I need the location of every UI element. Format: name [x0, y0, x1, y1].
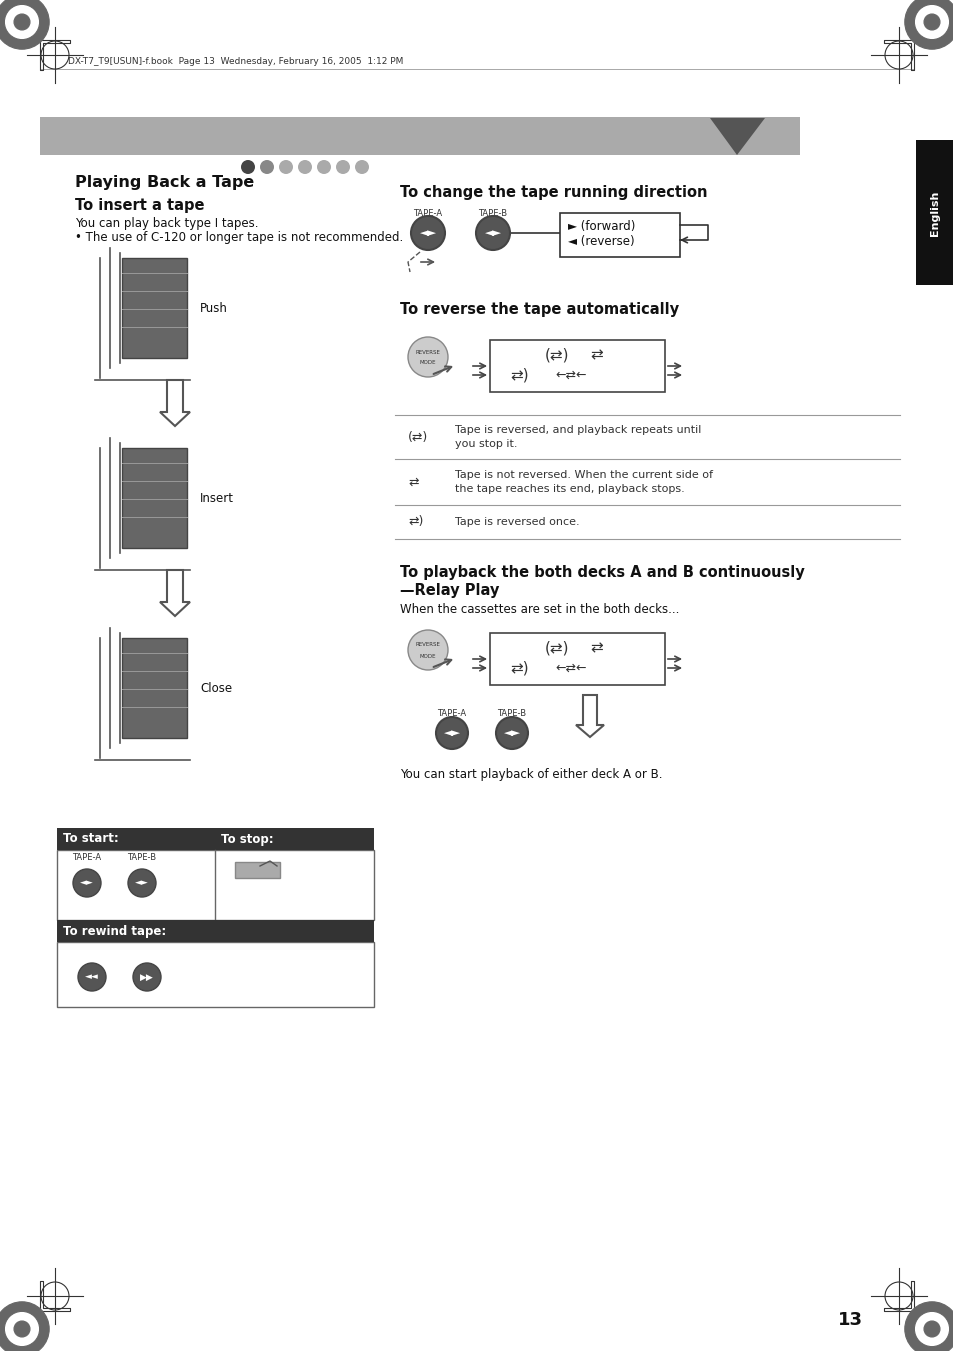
Text: ⇄): ⇄): [510, 367, 528, 382]
FancyArrow shape: [576, 694, 603, 738]
Text: REVERSE: REVERSE: [416, 643, 440, 647]
Text: (⇄): (⇄): [408, 431, 428, 443]
Text: Tape is reversed once.: Tape is reversed once.: [455, 517, 579, 527]
Circle shape: [5, 1312, 40, 1347]
Circle shape: [408, 630, 448, 670]
Text: Push: Push: [200, 301, 228, 315]
Text: (⇄): (⇄): [544, 347, 569, 362]
Bar: [234, 862, 280, 878]
Text: To start:: To start:: [63, 832, 118, 846]
Text: TAPE-A: TAPE-A: [413, 208, 442, 218]
Text: To change the tape running direction: To change the tape running direction: [399, 185, 707, 200]
Text: ◄◄: ◄◄: [85, 973, 99, 981]
Circle shape: [278, 159, 293, 174]
Bar: [57, 828, 374, 850]
Text: ◄►: ◄►: [503, 728, 520, 738]
Bar: [490, 340, 664, 392]
Text: To insert a tape: To insert a tape: [75, 199, 204, 213]
Text: 13: 13: [837, 1310, 862, 1329]
Circle shape: [5, 4, 40, 39]
FancyArrow shape: [160, 570, 190, 616]
Circle shape: [408, 336, 448, 377]
Polygon shape: [709, 118, 764, 155]
Text: ◄►: ◄►: [443, 728, 460, 738]
Text: To stop:: To stop:: [221, 832, 274, 846]
Circle shape: [132, 963, 161, 992]
Circle shape: [476, 216, 510, 250]
Text: ► (forward): ► (forward): [567, 220, 635, 232]
Circle shape: [913, 1312, 948, 1347]
Bar: [57, 942, 374, 1006]
Bar: [122, 449, 187, 549]
Text: TAPE-B: TAPE-B: [128, 854, 156, 862]
Circle shape: [316, 159, 331, 174]
Text: When the cassettes are set in the both decks...: When the cassettes are set in the both d…: [399, 603, 679, 616]
Circle shape: [0, 1302, 50, 1351]
Text: ◄►: ◄►: [135, 878, 149, 888]
Text: You can play back type I tapes.: You can play back type I tapes.: [75, 218, 258, 230]
Text: • The use of C-120 or longer tape is not recommended.: • The use of C-120 or longer tape is not…: [75, 231, 403, 245]
Bar: [122, 638, 187, 738]
Text: ⇄: ⇄: [590, 347, 602, 362]
Circle shape: [355, 159, 369, 174]
Text: TAPE-B: TAPE-B: [497, 708, 526, 717]
Circle shape: [78, 963, 106, 992]
Bar: [490, 634, 664, 685]
Circle shape: [923, 1321, 939, 1337]
Text: ◄►: ◄►: [80, 878, 93, 888]
Text: —Relay Play: —Relay Play: [399, 584, 498, 598]
Circle shape: [128, 869, 156, 897]
Text: TAPE-B: TAPE-B: [478, 208, 507, 218]
Circle shape: [411, 216, 444, 250]
Circle shape: [297, 159, 312, 174]
Text: English: English: [929, 190, 939, 235]
Text: ⇄): ⇄): [408, 516, 423, 528]
Text: ◄►: ◄►: [419, 228, 436, 238]
Text: ←⇄←: ←⇄←: [555, 662, 586, 674]
Text: MODE: MODE: [419, 361, 436, 366]
Text: ◄ (reverse): ◄ (reverse): [567, 235, 634, 249]
Circle shape: [14, 1321, 30, 1337]
Text: Close: Close: [200, 681, 232, 694]
Circle shape: [241, 159, 254, 174]
Text: To reverse the tape automatically: To reverse the tape automatically: [399, 303, 679, 317]
Text: ⇄: ⇄: [408, 476, 418, 489]
Circle shape: [496, 717, 527, 748]
Bar: [57, 850, 374, 920]
Text: Tape is not reversed. When the current side of
the tape reaches its end, playbac: Tape is not reversed. When the current s…: [455, 470, 712, 494]
Circle shape: [14, 14, 30, 30]
Text: ⇄): ⇄): [510, 661, 528, 676]
Text: REVERSE: REVERSE: [416, 350, 440, 354]
Text: MODE: MODE: [419, 654, 436, 658]
Text: ◄►: ◄►: [484, 228, 501, 238]
Text: ←⇄←: ←⇄←: [555, 369, 586, 381]
Text: ▶▶: ▶▶: [140, 973, 153, 981]
Text: TAPE-A: TAPE-A: [437, 708, 466, 717]
Bar: [122, 258, 187, 358]
Text: (⇄): (⇄): [544, 640, 569, 655]
Circle shape: [335, 159, 350, 174]
Text: Playing Back a Tape: Playing Back a Tape: [75, 176, 254, 190]
Circle shape: [923, 14, 939, 30]
Text: ⇄: ⇄: [590, 640, 602, 655]
Circle shape: [903, 0, 953, 49]
Bar: [57, 920, 374, 942]
Circle shape: [260, 159, 274, 174]
Bar: [40, 118, 800, 155]
Text: You can start playback of either deck A or B.: You can start playback of either deck A …: [399, 767, 661, 781]
Text: Tape is reversed, and playback repeats until
you stop it.: Tape is reversed, and playback repeats u…: [455, 426, 700, 449]
Circle shape: [903, 1302, 953, 1351]
Circle shape: [913, 4, 948, 39]
Circle shape: [436, 717, 468, 748]
Text: To playback the both decks A and B continuously: To playback the both decks A and B conti…: [399, 565, 804, 580]
Text: Insert: Insert: [200, 492, 233, 504]
FancyArrow shape: [160, 380, 190, 426]
Text: To rewind tape:: To rewind tape:: [63, 924, 166, 938]
Text: TAPE-A: TAPE-A: [72, 854, 101, 862]
Bar: [559, 213, 679, 257]
Circle shape: [0, 0, 50, 49]
Circle shape: [73, 869, 101, 897]
Text: DX-T7_T9[USUN]-f.book  Page 13  Wednesday, February 16, 2005  1:12 PM: DX-T7_T9[USUN]-f.book Page 13 Wednesday,…: [68, 58, 403, 66]
Bar: [915, 141, 953, 285]
